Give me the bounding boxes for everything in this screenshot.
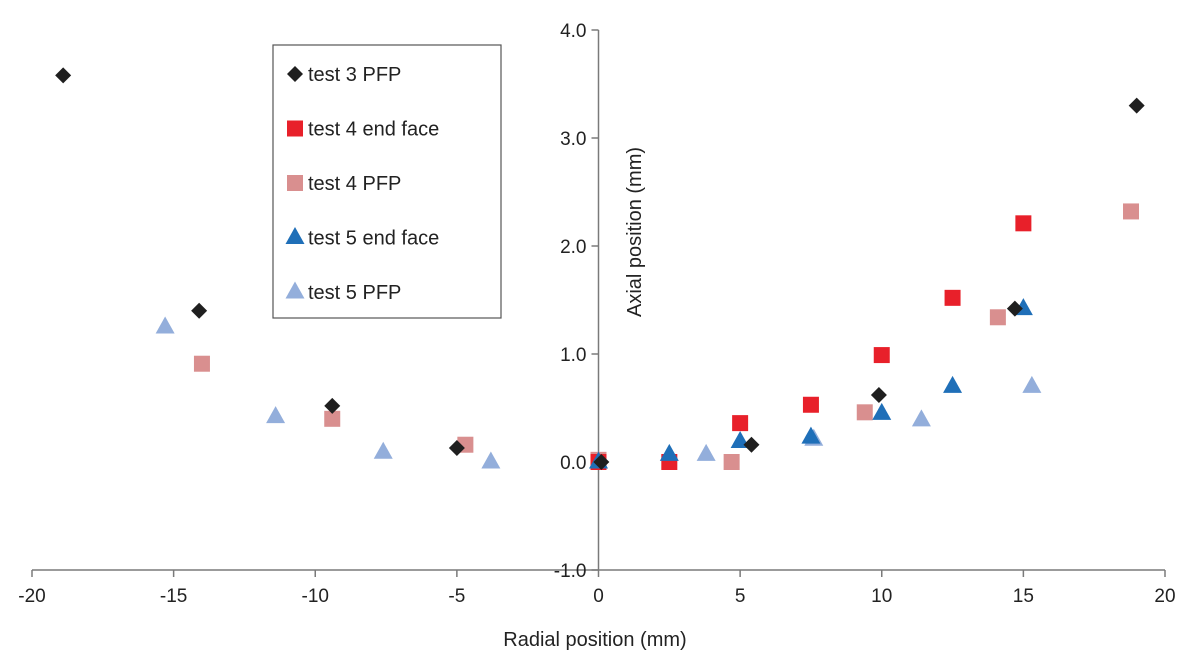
x-tick-label: -15: [160, 586, 187, 607]
data-point: [911, 409, 931, 427]
x-tick-label: -10: [302, 586, 329, 607]
data-point: [1022, 375, 1042, 393]
data-point: [696, 443, 716, 461]
data-point: [732, 415, 749, 432]
legend: test 3 PFP test 4 end face test 4 PFP test …: [272, 44, 502, 319]
legend-item: test 5 PFP: [285, 281, 401, 304]
data-point: [1015, 215, 1032, 232]
y-tick-label: 3.0: [560, 129, 586, 150]
data-point: [1006, 300, 1023, 317]
data-point: [324, 410, 341, 427]
legend-marker: [287, 175, 303, 191]
x-tick-label: 10: [871, 586, 892, 607]
y-axis-title: Axial position (mm): [624, 147, 646, 317]
y-tick-label: 1.0: [560, 345, 586, 366]
data-point: [801, 426, 821, 444]
data-points: [55, 67, 1145, 470]
legend-label: test 5 end face: [308, 228, 439, 250]
data-point: [155, 316, 175, 334]
data-point: [723, 454, 740, 470]
data-point: [802, 396, 819, 413]
legend-box: [272, 44, 502, 319]
legend-marker: [285, 281, 305, 299]
legend-label: test 4 end face: [308, 119, 439, 141]
data-point: [448, 439, 465, 456]
data-point: [55, 67, 72, 84]
x-tick-label: -5: [448, 586, 465, 607]
data-point: [481, 451, 501, 469]
y-tick-label: 4.0: [560, 21, 586, 42]
legend-item: test 4 PFP: [287, 173, 401, 195]
legend-items: test 3 PFP test 4 end face test 4 PFP test …: [285, 64, 439, 304]
axes: -20 -15 -10 -5 0 5 10 15 20 -1.0 0.0 1.0 2.0 3.0 4.0: [18, 21, 1175, 607]
x-ticks: -20 -15 -10 -5 0 5 10 15 20: [18, 570, 1176, 607]
legend-item: test 4 end face: [287, 119, 439, 141]
y-tick-label: 2.0: [560, 237, 586, 258]
data-point: [191, 302, 208, 319]
x-tick-label: -20: [18, 586, 45, 607]
legend-label: test 5 PFP: [308, 282, 401, 304]
data-point: [943, 375, 963, 393]
x-axis-title: Radial position (mm): [503, 629, 686, 651]
y-tick-label: 0.0: [560, 453, 586, 474]
series-test-5-end-face: [589, 298, 1033, 469]
legend-item: test 3 PFP: [287, 64, 401, 86]
data-point: [870, 387, 887, 404]
y-ticks: -1.0 0.0 1.0 2.0 3.0 4.0: [554, 21, 599, 582]
y-tick-label: -1.0: [554, 561, 587, 582]
data-point: [324, 397, 341, 414]
data-point: [266, 406, 286, 424]
data-point: [873, 347, 890, 364]
x-tick-label: 5: [735, 586, 746, 607]
data-point: [1123, 203, 1140, 220]
legend-item: test 5 end face: [285, 226, 439, 250]
legend-label: test 4 PFP: [308, 173, 401, 195]
data-point: [872, 402, 892, 420]
data-point: [743, 436, 760, 453]
x-tick-label: 15: [1013, 586, 1034, 607]
data-point: [373, 441, 393, 459]
data-point: [593, 454, 610, 470]
data-point: [1128, 97, 1145, 114]
series-test-3-pfp: [55, 67, 1145, 470]
x-tick-label: 0: [593, 586, 604, 607]
legend-marker: [285, 226, 305, 244]
legend-marker: [287, 120, 303, 137]
x-tick-label: 20: [1154, 586, 1175, 607]
data-point: [659, 443, 679, 461]
data-point: [193, 355, 210, 372]
data-point: [989, 309, 1006, 326]
data-point: [856, 404, 873, 421]
series-test-4-pfp: [193, 203, 1140, 470]
data-point: [944, 289, 961, 306]
legend-marker: [287, 66, 303, 82]
legend-label: test 3 PFP: [308, 64, 401, 86]
